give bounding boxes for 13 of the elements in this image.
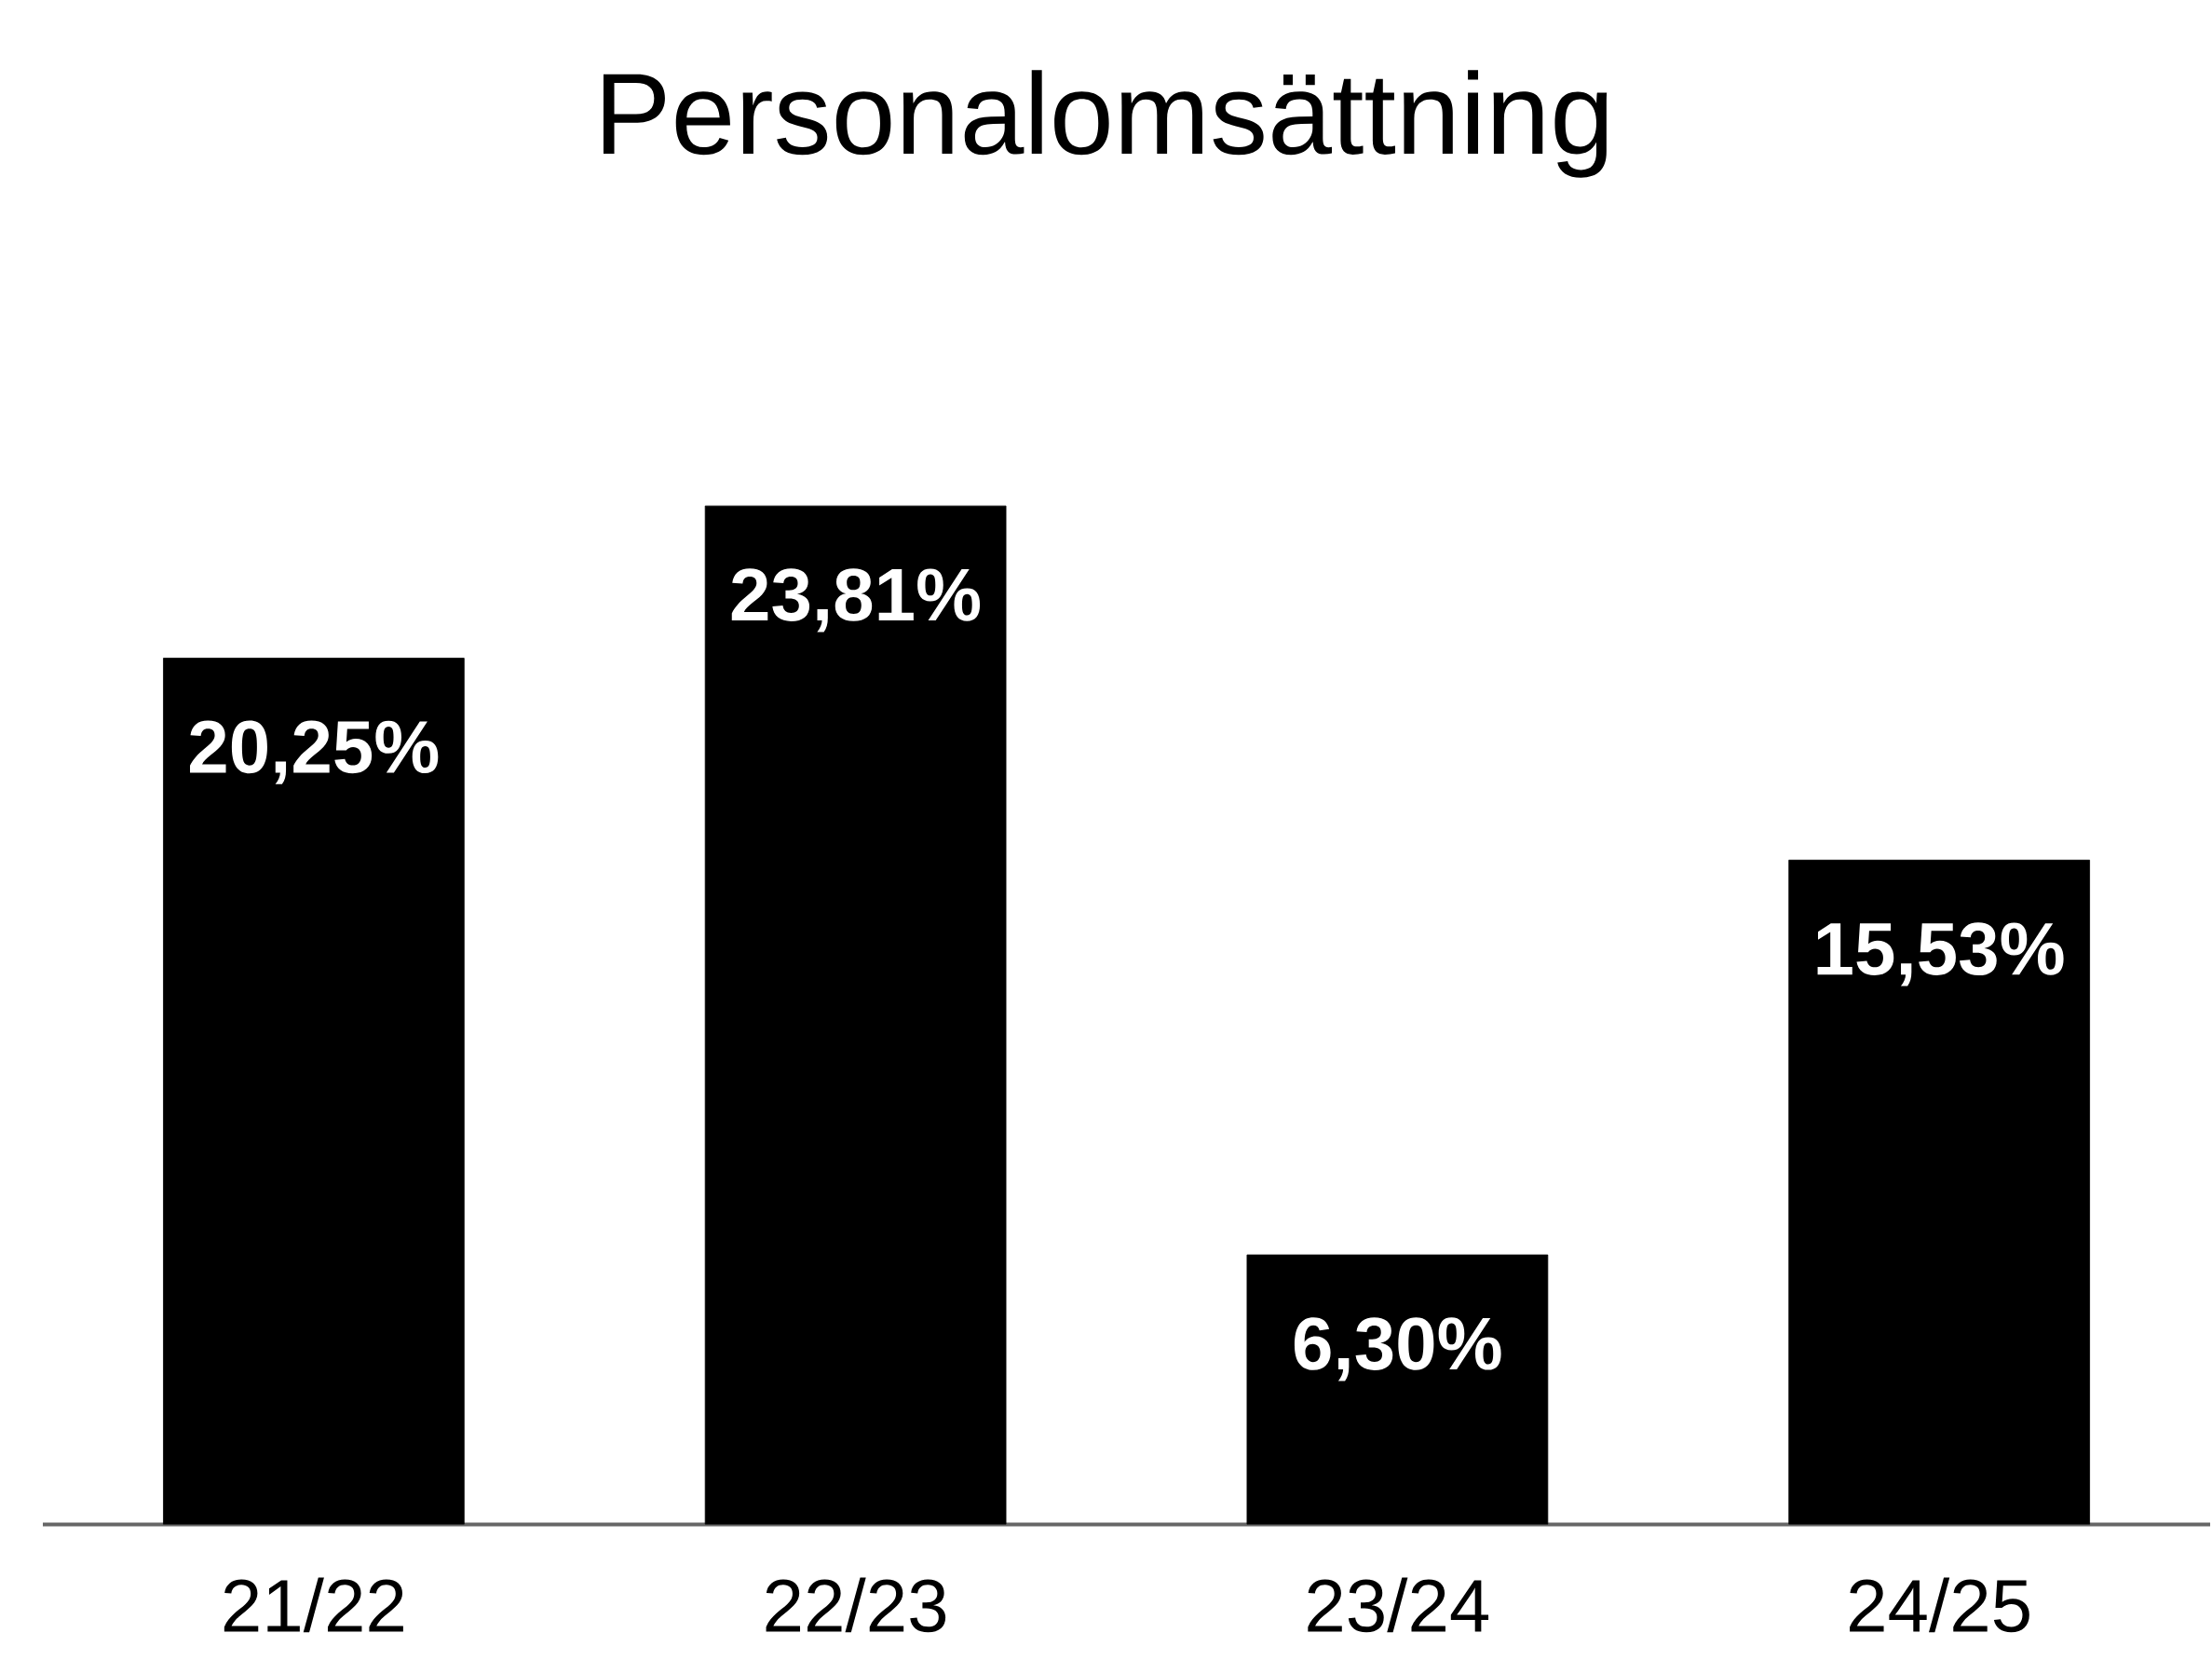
data-label: 20,25% bbox=[190, 720, 439, 784]
x-tick-label: 24/25 bbox=[1850, 1577, 2029, 1632]
data-label: 6,30% bbox=[1294, 1316, 1501, 1381]
chart-title: Personalomsättning bbox=[603, 70, 1608, 178]
x-tick-label: 22/23 bbox=[766, 1577, 946, 1632]
x-tick-label: 23/24 bbox=[1308, 1577, 1489, 1632]
data-label: 15,53% bbox=[1817, 922, 2064, 986]
bar bbox=[163, 658, 465, 1525]
bar bbox=[1788, 859, 2090, 1525]
bar bbox=[704, 505, 1007, 1525]
bar bbox=[1246, 1254, 1549, 1525]
x-tick-label: 21/22 bbox=[224, 1577, 403, 1632]
data-label: 23,81% bbox=[731, 568, 981, 633]
